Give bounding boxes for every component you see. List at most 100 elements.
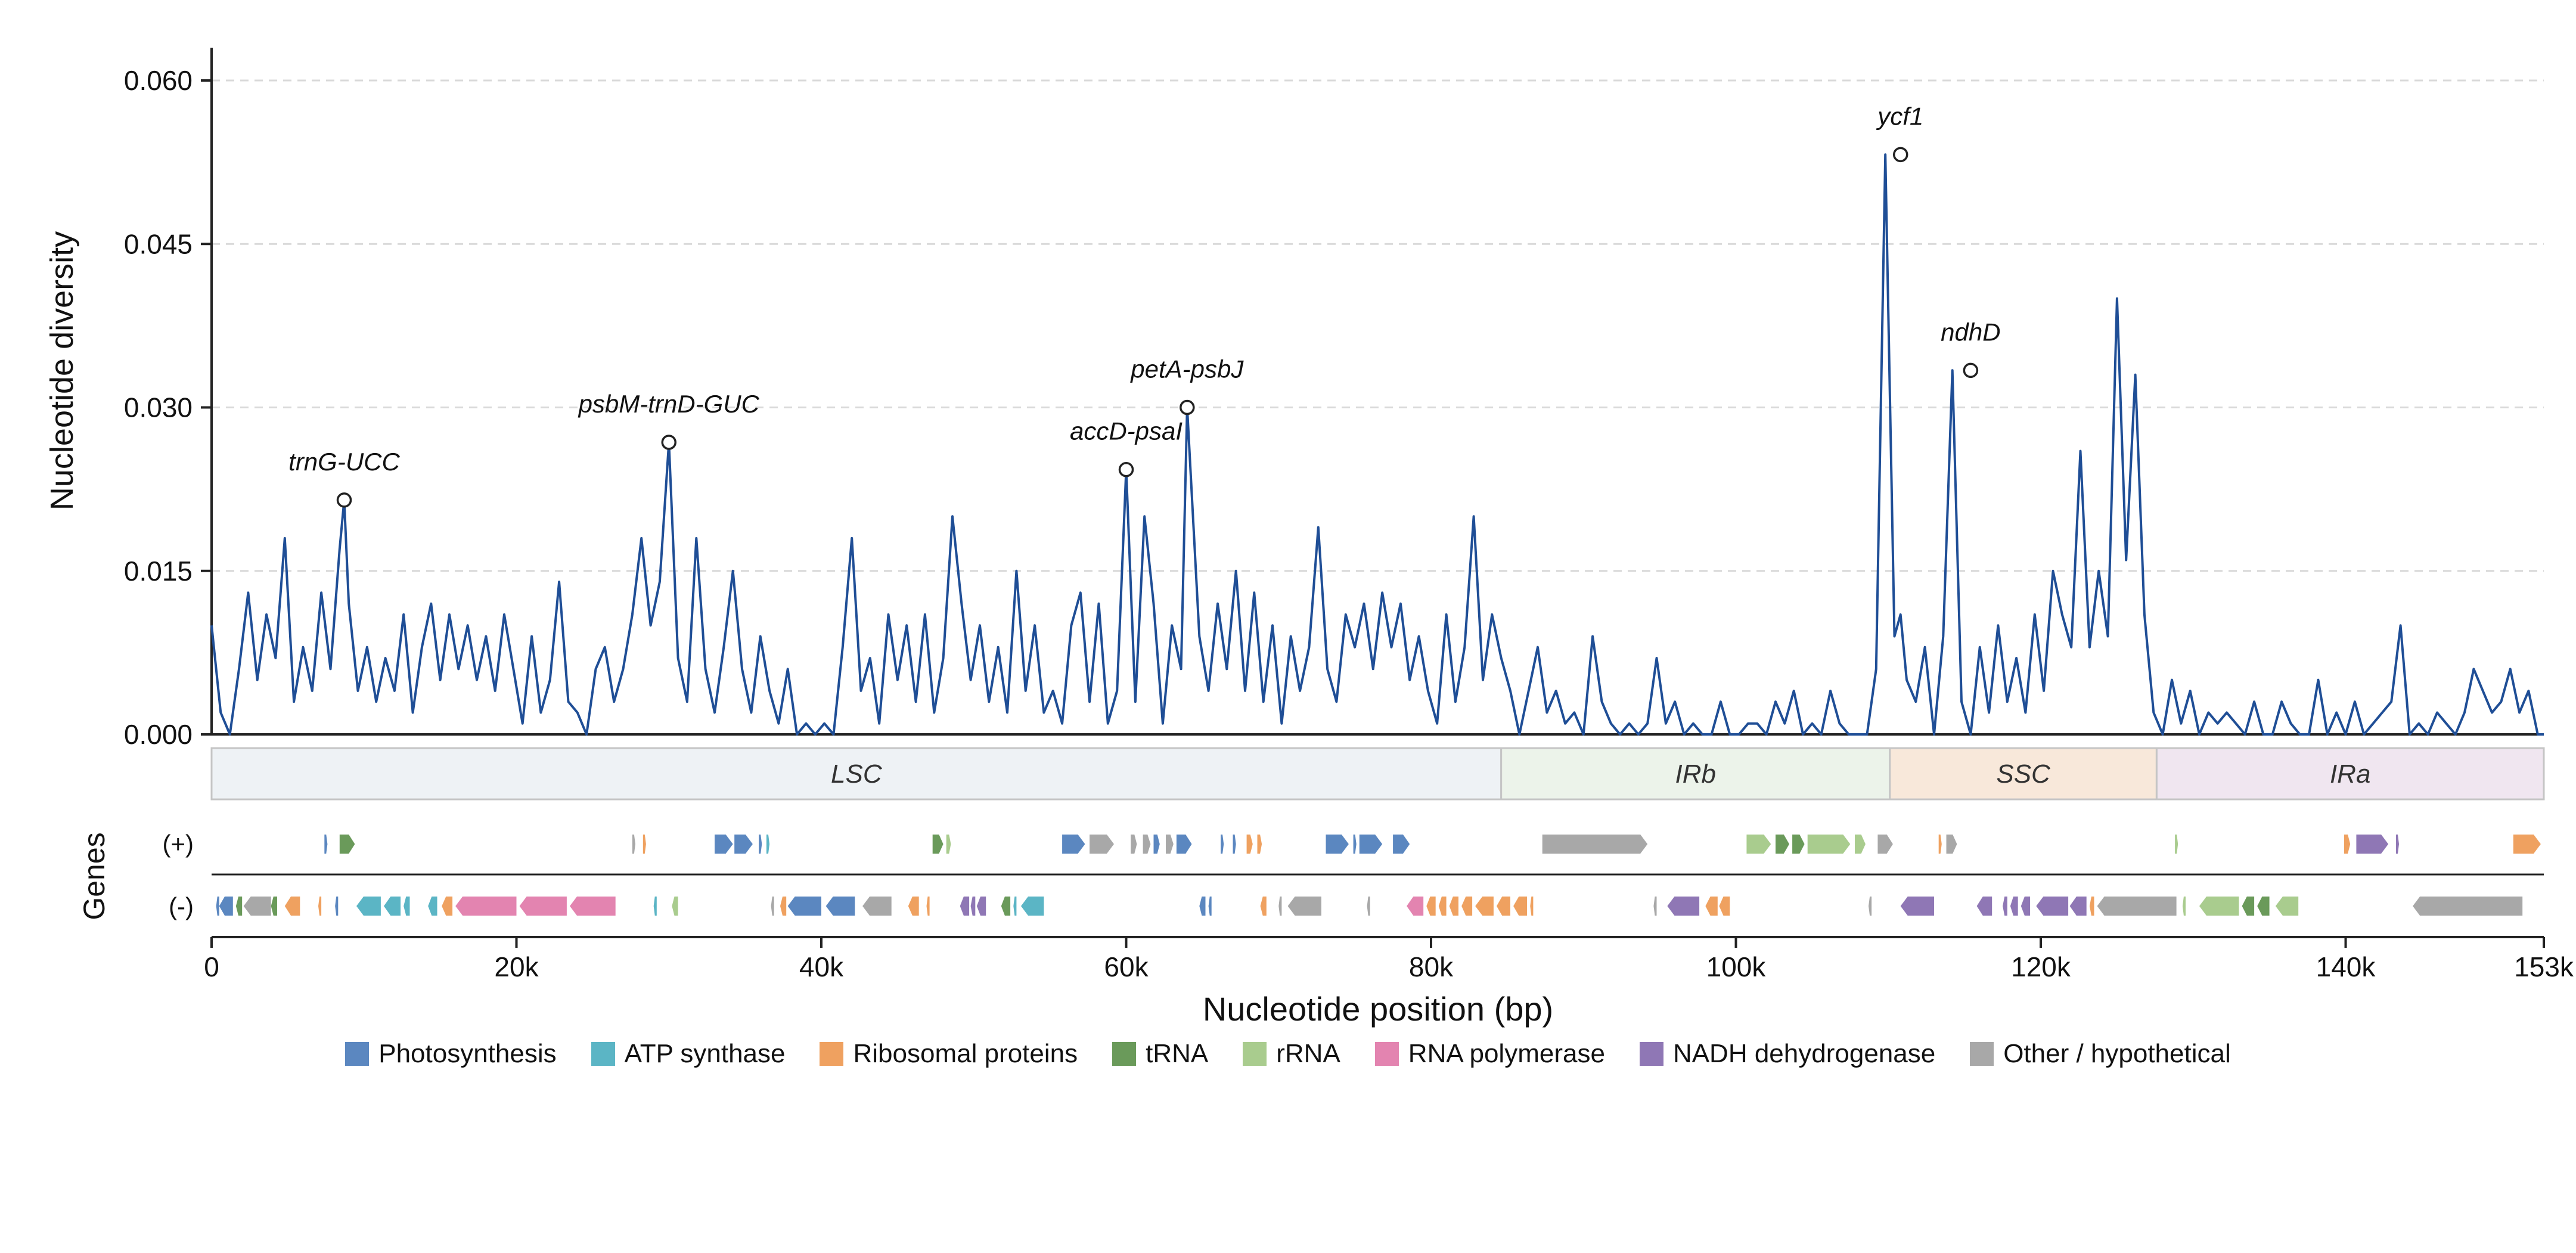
gene-arrow [519,897,567,916]
gene-arrow [1746,835,1771,854]
peak-annotations: trnG-UCC psbM-trnD-GUC accD-psaI petA-psbJ y… [288,102,2001,508]
gene-arrow [2089,897,2094,916]
gene-arrow [1855,835,1866,854]
gene-arrow [2395,835,2399,854]
gene-arrow [908,897,919,916]
gene-arrow [932,835,944,854]
axis-labels: Nucleotide diversity Nucleotide position… [44,231,1553,1028]
gene-arrow [324,835,328,854]
region-box [1889,747,2158,801]
gene-arrow [243,897,271,916]
gene-arrow [862,897,892,916]
gene-arrow [1131,835,1137,854]
gene-arrow [653,897,657,916]
peak-label: trnG-UCC [288,448,400,476]
region-box [2155,747,2545,801]
peak-label: psbM-trnD-GUC [578,390,760,418]
gene-arrow [1900,897,1934,916]
region-box [210,747,1503,801]
y-tick-label: 0.060 [124,65,193,96]
legend-label: rRNA [1276,1039,1340,1068]
y-tick-label: 0.000 [124,719,193,750]
gene-arrow [1278,897,1282,916]
gene-arrow [1367,897,1370,916]
gene-arrow [335,897,339,916]
legend-swatch [1374,1042,1399,1066]
peak-marker [336,492,352,508]
gene-arrow [1946,835,1957,854]
gene-arrow [2242,897,2255,916]
gene-arrow [1542,835,1648,854]
gene-arrow [1221,835,1224,854]
gene-arrow [2199,897,2239,916]
y-tick-label: 0.030 [124,392,193,423]
gene-arrow [1938,835,1942,854]
gene-arrow [2036,897,2069,916]
gene-arrow [1143,835,1151,854]
gene-arrow [1166,835,1174,854]
gene-arrow [428,897,437,916]
region-label: LSC [831,759,883,789]
x-tick-label: 20k [494,951,539,982]
gene-arrow [1326,835,1349,854]
gene-arrow [715,835,733,854]
gene-arrow [1021,897,1044,916]
x-tick-label: 0 [204,951,219,982]
gene-track [212,835,2544,916]
peak-marker [661,435,677,450]
region-label: SSC [1996,759,2051,789]
gene-arrow [1426,897,1436,916]
gene-arrow [1976,897,1992,916]
gene-arrow [442,897,453,916]
gene-arrow [1497,897,1510,916]
gene-arrow [2175,835,2178,854]
region-track: LSC IRb SSC IRa [210,747,2545,801]
gene-arrow [734,835,753,854]
legend-item: NADH dehydrogenase [1639,1039,1935,1069]
gene-arrow [1199,897,1206,916]
gene-arrow [1792,835,1805,854]
x-tick-label: 60k [1104,951,1149,982]
legend-item: ATP synthase [591,1039,785,1069]
gene-arrow [787,897,821,916]
gene-arrow [2356,835,2389,854]
gene-arrow [825,897,855,916]
gene-arrow [1667,897,1700,916]
gene-arrow [284,897,300,916]
legend-label: Ribosomal proteins [853,1039,1078,1068]
gene-arrow [1260,897,1267,916]
gene-arrow [2344,835,2351,854]
gene-arrow [1776,835,1789,854]
gene-arrow [1513,897,1528,916]
gene-arrow [960,897,970,916]
gene-arrow [2003,897,2007,916]
legend-swatch [1970,1042,1994,1066]
gene-arrow [271,897,277,916]
gene-arrow [2021,897,2031,916]
legend-item: rRNA [1243,1039,1340,1069]
legend-item: Photosynthesis [345,1039,557,1069]
gene-arrow [1869,897,1872,916]
gene-arrow [1407,897,1424,916]
gene-arrow [926,897,930,916]
strand-minus-label: (-) [169,892,194,920]
peak-label: accD-psaI [1070,417,1183,445]
legend-swatch [591,1042,615,1066]
diversity-line-series [210,153,2544,736]
legend-item: Ribosomal proteins [820,1039,1078,1069]
grid-lines [212,79,2544,572]
gene-arrow [570,897,616,916]
gene-arrow [1475,897,1494,916]
gene-arrow [1705,897,1718,916]
y-tick-label: 0.015 [124,556,193,587]
gene-arrow [235,897,243,916]
axes: 0.000 0.015 0.030 0.045 0.060 0 20k 40k 60k 80k 10… [124,48,2574,982]
gene-arrow [318,897,322,916]
gene-arrow [643,835,646,854]
gene-arrow [1287,897,1321,916]
peak-label: ycf1 [1876,102,1923,130]
gene-arrow [946,835,951,854]
legend-swatch [1112,1042,1137,1066]
x-tick-label: 153k [2514,951,2574,982]
gene-arrow [1246,835,1253,854]
